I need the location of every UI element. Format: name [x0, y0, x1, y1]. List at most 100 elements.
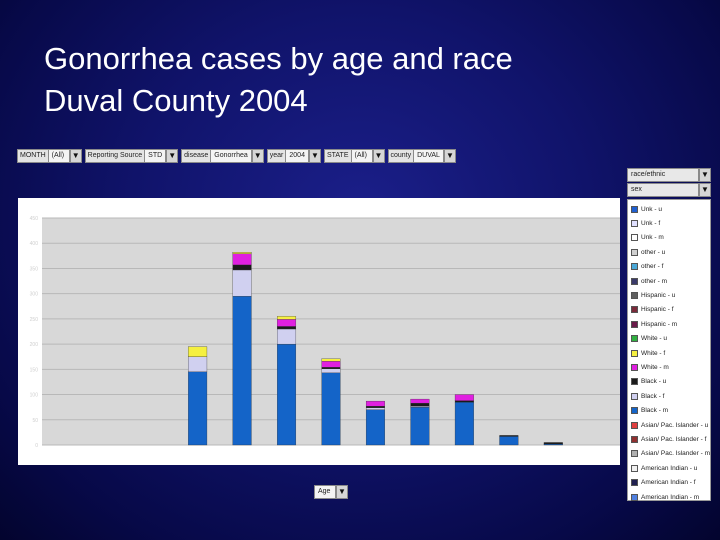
legend-item[interactable]: American Indian - u: [628, 461, 710, 475]
y-tick-label: 0: [35, 443, 38, 449]
legend-item[interactable]: White - u: [628, 332, 710, 346]
bar-segment[interactable]: [410, 406, 430, 408]
legend-label: Hispanic - f: [641, 306, 674, 314]
legend-item[interactable]: White - f: [628, 346, 710, 360]
bar-segment[interactable]: [410, 398, 430, 404]
legend-item[interactable]: Hispanic - m: [628, 317, 710, 331]
bar-segment[interactable]: [277, 343, 297, 446]
legend-item[interactable]: Hispanic - f: [628, 303, 710, 317]
filter-reporting-source-value[interactable]: STD: [144, 148, 167, 163]
x-field-age[interactable]: Age ▼: [314, 485, 348, 499]
legend-item[interactable]: Asian/ Pac. Islander - f: [628, 432, 710, 446]
legend-field-sex-value[interactable]: sex: [627, 183, 699, 197]
bar-segment[interactable]: [543, 442, 563, 445]
filter-reporting-source[interactable]: Reporting Source STD ▼: [84, 148, 179, 163]
bar-segment[interactable]: [365, 407, 385, 410]
bar-segment[interactable]: [410, 407, 430, 446]
legend-label: American Indian - u: [641, 464, 698, 472]
legend-field-race-value[interactable]: race/ethnic: [627, 168, 699, 182]
filter-county[interactable]: county DUVAL ▼: [387, 148, 456, 163]
legend-swatch: [631, 392, 638, 400]
filter-disease[interactable]: disease Gonorrhea ▼: [181, 148, 264, 163]
bar-segment[interactable]: [365, 409, 385, 446]
bar-segment[interactable]: [232, 253, 252, 266]
chevron-down-icon[interactable]: ▼: [69, 148, 82, 163]
bar-segment[interactable]: [321, 372, 341, 446]
legend-item[interactable]: Unk - u: [628, 202, 710, 216]
legend-item[interactable]: Black - u: [628, 375, 710, 389]
filter-state-value[interactable]: (All): [350, 148, 373, 163]
bar-segment[interactable]: [499, 436, 519, 446]
bar-segment[interactable]: [321, 361, 341, 368]
legend-item[interactable]: other - f: [628, 260, 710, 274]
legend-item[interactable]: Unk - f: [628, 216, 710, 230]
chevron-down-icon[interactable]: ▼: [308, 148, 321, 163]
slide-title: Gonorrhea cases by age and race Duval Co…: [44, 38, 513, 122]
bar-segment[interactable]: [365, 406, 385, 408]
y-tick-label: 150: [30, 367, 39, 373]
legend-swatch: [631, 292, 638, 300]
bar-segment[interactable]: [321, 368, 341, 374]
legend-item[interactable]: American Indian - m: [628, 490, 710, 504]
bar-segment[interactable]: [232, 269, 252, 297]
bar-segment[interactable]: [277, 326, 297, 330]
bar-segment[interactable]: [454, 401, 474, 446]
legend-item[interactable]: Hispanic - u: [628, 288, 710, 302]
bar-segment[interactable]: [321, 367, 341, 369]
legend-swatch: [631, 248, 638, 256]
legend-field-race[interactable]: race/ethnic ▼: [627, 168, 711, 182]
filter-county-value[interactable]: DUVAL: [413, 148, 444, 163]
chevron-down-icon[interactable]: ▼: [699, 183, 711, 197]
bar-segment[interactable]: [499, 435, 519, 437]
legend-item[interactable]: Black - m: [628, 403, 710, 417]
legend-label: Unk - m: [641, 234, 664, 242]
legend-item[interactable]: other - m: [628, 274, 710, 288]
filter-month-label: MONTH: [17, 148, 48, 163]
bar-segment[interactable]: [188, 371, 208, 446]
y-tick-label: 350: [30, 266, 39, 272]
chevron-down-icon[interactable]: ▼: [251, 148, 264, 163]
bar-segment[interactable]: [543, 443, 563, 446]
x-field-age-label[interactable]: Age: [314, 485, 336, 499]
bar-segment[interactable]: [277, 319, 297, 327]
filter-month-value[interactable]: (All): [47, 148, 70, 163]
filter-disease-value[interactable]: Gonorrhea: [210, 148, 252, 163]
legend-item[interactable]: Unk - m: [628, 231, 710, 245]
chevron-down-icon[interactable]: ▼: [443, 148, 456, 163]
filter-year-value[interactable]: 2004: [285, 148, 309, 163]
filter-state[interactable]: STATE (All) ▼: [323, 148, 385, 163]
chevron-down-icon[interactable]: ▼: [336, 485, 348, 499]
filter-year[interactable]: year 2004 ▼: [266, 148, 321, 163]
bar-segment[interactable]: [188, 346, 208, 357]
bar-segment[interactable]: [454, 394, 474, 401]
filter-county-label: county: [387, 148, 414, 163]
filter-month[interactable]: MONTH (All) ▼: [17, 148, 82, 163]
bar-segment[interactable]: [410, 402, 430, 407]
legend-label: Hispanic - m: [641, 320, 678, 328]
bar-segment[interactable]: [232, 296, 252, 446]
bar-segment[interactable]: [232, 252, 252, 254]
bar-segment[interactable]: [321, 358, 341, 362]
chevron-down-icon[interactable]: ▼: [699, 168, 711, 182]
legend-swatch: [631, 220, 638, 228]
bar-segment[interactable]: [188, 356, 208, 373]
legend-item[interactable]: Asian/ Pac. Islander - u: [628, 418, 710, 432]
legend-label: White - m: [641, 363, 669, 371]
legend-item[interactable]: American Indian - f: [628, 475, 710, 489]
legend-item[interactable]: other - u: [628, 245, 710, 259]
legend-field-sex[interactable]: sex ▼: [627, 183, 711, 197]
bar-segment[interactable]: [454, 400, 474, 403]
legend-swatch: [631, 349, 638, 357]
bar-segment[interactable]: [365, 400, 385, 407]
legend-item[interactable]: Asian/ Pac. Islander - m: [628, 447, 710, 461]
legend-swatch: [631, 479, 638, 487]
bar-segment[interactable]: [277, 328, 297, 345]
filter-state-label: STATE: [323, 148, 351, 163]
bar-segment[interactable]: [232, 264, 252, 271]
legend-item[interactable]: Black - f: [628, 389, 710, 403]
legend-swatch: [631, 407, 638, 415]
bar-segment[interactable]: [277, 316, 297, 320]
chevron-down-icon[interactable]: ▼: [372, 148, 385, 163]
legend-item[interactable]: White - m: [628, 360, 710, 374]
chevron-down-icon[interactable]: ▼: [166, 148, 179, 163]
